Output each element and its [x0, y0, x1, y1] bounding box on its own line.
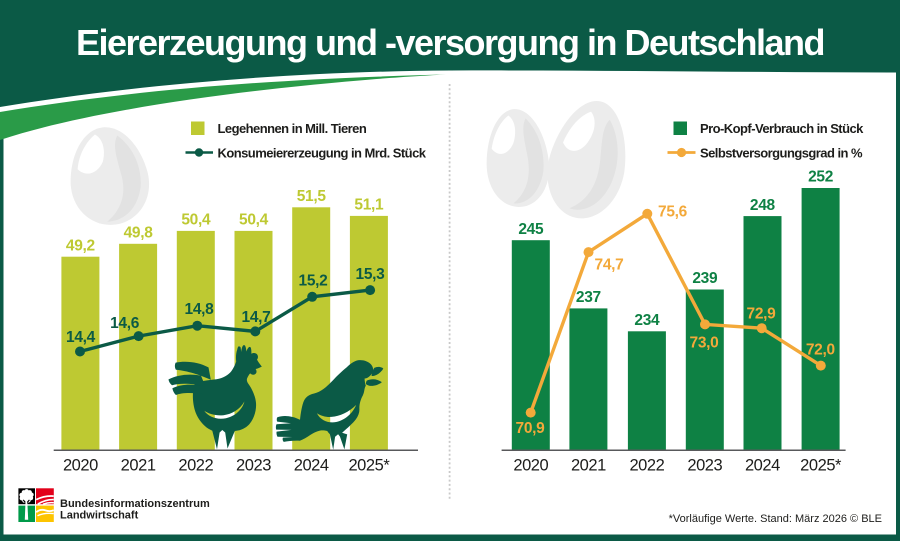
svg-text:15,2: 15,2: [299, 273, 328, 290]
svg-text:Bundesinformationszentrum: Bundesinformationszentrum: [60, 498, 210, 510]
svg-text:Pro-Kopf-Verbrauch in Stück: Pro-Kopf-Verbrauch in Stück: [700, 121, 864, 136]
svg-text:14,7: 14,7: [242, 309, 271, 326]
svg-text:Selbstversorgungsgrad in %: Selbstversorgungsgrad in %: [700, 146, 863, 161]
svg-text:237: 237: [576, 289, 601, 306]
svg-text:252: 252: [808, 169, 833, 186]
svg-text:74,7: 74,7: [595, 257, 624, 274]
svg-text:49,8: 49,8: [124, 225, 154, 242]
svg-text:2022: 2022: [629, 456, 664, 474]
svg-text:72,0: 72,0: [806, 341, 835, 358]
svg-text:2020: 2020: [63, 456, 98, 474]
svg-text:51,1: 51,1: [354, 197, 384, 214]
svg-text:Konsumeiererzeugung in Mrd. St: Konsumeiererzeugung in Mrd. Stück: [218, 146, 427, 161]
svg-text:2024: 2024: [294, 456, 329, 474]
svg-text:14,8: 14,8: [185, 301, 215, 318]
svg-text:Landwirtschaft: Landwirtschaft: [60, 510, 139, 522]
svg-text:2024: 2024: [745, 456, 780, 474]
svg-text:2022: 2022: [178, 456, 213, 474]
svg-text:14,4: 14,4: [66, 329, 96, 346]
svg-text:15,3: 15,3: [356, 266, 386, 283]
svg-text:2020: 2020: [513, 456, 548, 474]
svg-text:51,5: 51,5: [297, 188, 327, 205]
svg-text:Legehennen in Mill. Tieren: Legehennen in Mill. Tieren: [218, 121, 367, 136]
svg-text:70,9: 70,9: [516, 420, 546, 437]
svg-text:2021: 2021: [571, 456, 606, 474]
svg-text:Eiererzeugung und -versorgung: Eiererzeugung und -versorgung in Deutsch…: [76, 22, 824, 63]
svg-text:2023: 2023: [687, 456, 722, 474]
svg-text:14,6: 14,6: [110, 315, 140, 332]
svg-text:248: 248: [750, 197, 776, 214]
svg-text:234: 234: [634, 312, 660, 329]
svg-text:245: 245: [518, 221, 544, 238]
svg-text:49,2: 49,2: [66, 237, 95, 254]
svg-text:75,6: 75,6: [658, 203, 688, 220]
svg-text:73,0: 73,0: [690, 334, 719, 351]
svg-text:239: 239: [692, 270, 718, 287]
svg-text:2023: 2023: [236, 456, 271, 474]
svg-text:50,4: 50,4: [239, 212, 269, 229]
svg-text:50,4: 50,4: [181, 212, 211, 229]
svg-text:2021: 2021: [121, 456, 156, 474]
svg-text:*Vorläufige Werte. Stand: März: *Vorläufige Werte. Stand: März 2026 © BL…: [669, 513, 882, 525]
svg-text:2025*: 2025*: [800, 456, 842, 474]
svg-text:72,9: 72,9: [747, 305, 777, 322]
svg-text:2025*: 2025*: [348, 456, 390, 474]
